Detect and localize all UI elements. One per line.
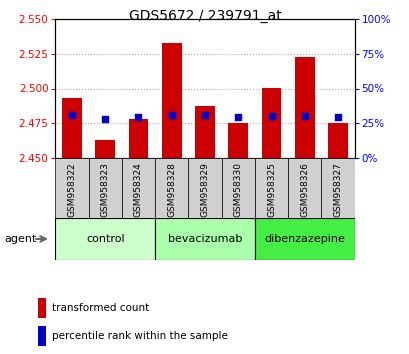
Text: GSM958322: GSM958322 [67,162,76,217]
Point [102,116,108,122]
Bar [38,326,46,346]
Text: dibenzazepine: dibenzazepine [264,234,344,244]
Text: GSM958326: GSM958326 [299,162,308,217]
Text: GSM958330: GSM958330 [233,162,242,217]
Bar [195,107,214,158]
Bar [121,158,155,218]
Bar [95,139,115,158]
Text: GSM958325: GSM958325 [266,162,275,217]
Bar [188,158,221,218]
Text: GSM958323: GSM958323 [101,162,110,217]
Bar [162,43,181,158]
Text: GDS5672 / 239791_at: GDS5672 / 239791_at [128,9,281,23]
Bar [155,158,188,218]
Bar [294,57,314,158]
Bar [128,119,148,158]
Text: GSM958328: GSM958328 [167,162,176,217]
Text: percentile rank within the sample: percentile rank within the sample [52,331,228,341]
Bar [88,158,121,218]
Bar [221,158,254,218]
Point [334,115,340,120]
Bar [288,158,321,218]
Point [69,112,75,118]
Point [201,112,208,118]
Text: GSM958327: GSM958327 [333,162,342,217]
Bar [327,123,347,158]
Bar [321,158,354,218]
Text: GSM958329: GSM958329 [200,162,209,217]
Bar [62,98,82,158]
Bar [261,88,281,158]
Text: GSM958324: GSM958324 [134,162,143,217]
Bar [254,158,288,218]
Text: transformed count: transformed count [52,303,149,313]
Point [234,115,241,120]
Bar [254,218,354,260]
Text: agent: agent [4,234,37,244]
Bar [155,218,254,260]
Bar [55,158,88,218]
Bar [55,218,155,260]
Text: control: control [86,234,124,244]
Point [168,112,175,118]
Text: bevacizumab: bevacizumab [167,234,242,244]
Point [135,115,142,120]
Bar [38,298,46,318]
Bar [228,123,247,158]
Point [267,113,274,119]
Point [301,113,307,119]
